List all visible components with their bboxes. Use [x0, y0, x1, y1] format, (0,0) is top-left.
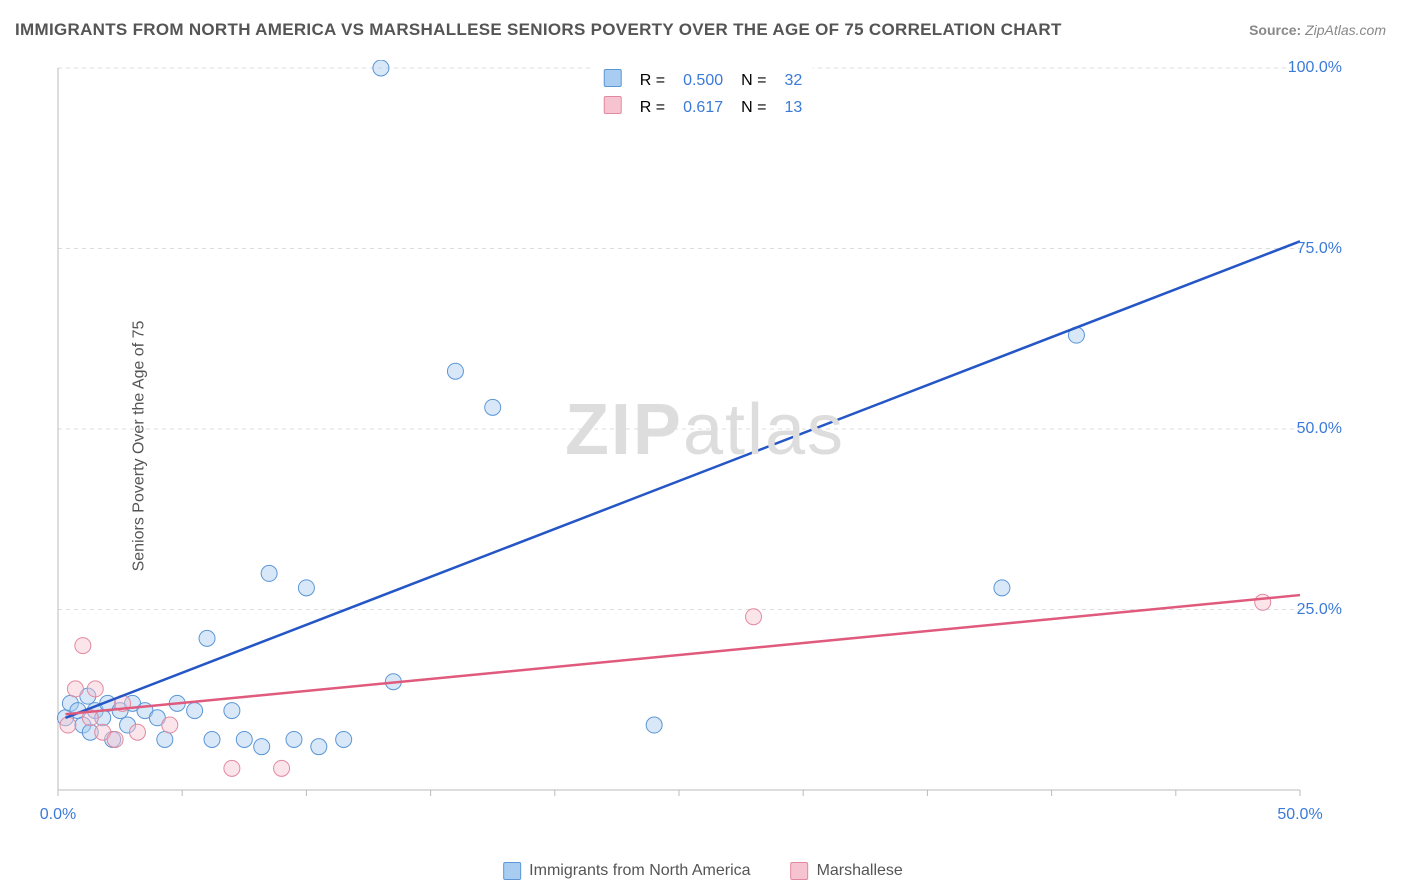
- n-label-2: N =: [733, 95, 774, 120]
- legend-stats-row-1: R = 0.500 N = 32: [596, 68, 811, 93]
- chart-svg: [50, 60, 1360, 830]
- n-label-1: N =: [733, 68, 774, 93]
- x-tick-label: 50.0%: [1277, 806, 1322, 824]
- x-tick-label: 0.0%: [40, 806, 76, 824]
- r-value-1: 0.500: [675, 68, 731, 93]
- legend-series: Immigrants from North America Marshalles…: [503, 862, 903, 880]
- legend-bottom-swatch-2: [791, 862, 809, 880]
- legend-label-1: Immigrants from North America: [529, 862, 750, 879]
- r-value-2: 0.617: [675, 95, 731, 120]
- legend-stats-row-2: R = 0.617 N = 13: [596, 95, 811, 120]
- source-value: ZipAtlas.com: [1305, 22, 1386, 38]
- chart-title: IMMIGRANTS FROM NORTH AMERICA VS MARSHAL…: [15, 20, 1062, 40]
- chart-container: IMMIGRANTS FROM NORTH AMERICA VS MARSHAL…: [0, 0, 1406, 892]
- y-tick-label: 75.0%: [1297, 240, 1342, 258]
- r-label-1: R =: [632, 68, 673, 93]
- y-tick-label: 100.0%: [1288, 59, 1342, 77]
- legend-item-2: Marshallese: [791, 862, 903, 880]
- n-value-1: 32: [776, 68, 810, 93]
- legend-label-2: Marshallese: [817, 862, 903, 879]
- legend-bottom-swatch-1: [503, 862, 521, 880]
- legend-swatch-1: [604, 69, 622, 87]
- plot-area: ZIPatlas 25.0%50.0%75.0%100.0% 0.0%50.0%: [50, 60, 1360, 830]
- y-tick-label: 25.0%: [1297, 601, 1342, 619]
- source-label: Source:: [1249, 22, 1301, 38]
- n-value-2: 13: [776, 95, 810, 120]
- legend-swatch-2: [604, 96, 622, 114]
- legend-item-1: Immigrants from North America: [503, 862, 750, 880]
- source-credit: Source: ZipAtlas.com: [1249, 22, 1386, 38]
- legend-stats: R = 0.500 N = 32 R = 0.617 N = 13: [594, 66, 813, 122]
- y-tick-label: 50.0%: [1297, 420, 1342, 438]
- r-label-2: R =: [632, 95, 673, 120]
